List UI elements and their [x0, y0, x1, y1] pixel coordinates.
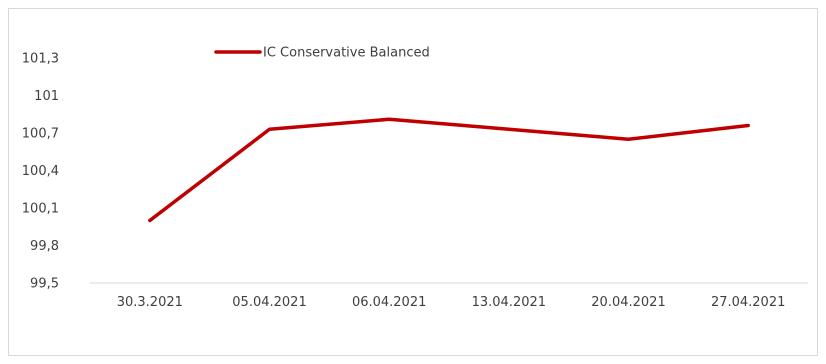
y-axis-ticks: 99,5 99,8 100,1 100,4 100,7 101 101,3 [22, 52, 59, 292]
x-tick-label: 06.04.2021 [352, 295, 426, 310]
x-axis-ticks: 30.3.2021 05.04.2021 06.04.2021 13.04.2021 2… [117, 295, 786, 310]
legend: IC Conservative Balanced [214, 46, 430, 61]
series-group [148, 117, 750, 223]
series-line [148, 117, 750, 223]
x-tick-label: 20.04.2021 [591, 295, 665, 310]
x-tick-label: 30.3.2021 [117, 295, 183, 310]
y-tick-label: 100,1 [22, 202, 59, 217]
chart-frame [8, 8, 818, 356]
y-tick-label: 99,8 [30, 239, 59, 254]
x-tick-label: 05.04.2021 [232, 295, 306, 310]
legend-label: IC Conservative Balanced [263, 46, 430, 61]
x-tick-label: 13.04.2021 [472, 295, 546, 310]
y-tick-label: 100,4 [22, 164, 59, 179]
y-tick-label: 101 [34, 89, 59, 104]
y-tick-label: 100,7 [22, 127, 59, 142]
y-tick-label: 99,5 [30, 277, 59, 292]
x-tick-label: 27.04.2021 [711, 295, 785, 310]
y-tick-label: 101,3 [22, 52, 59, 67]
